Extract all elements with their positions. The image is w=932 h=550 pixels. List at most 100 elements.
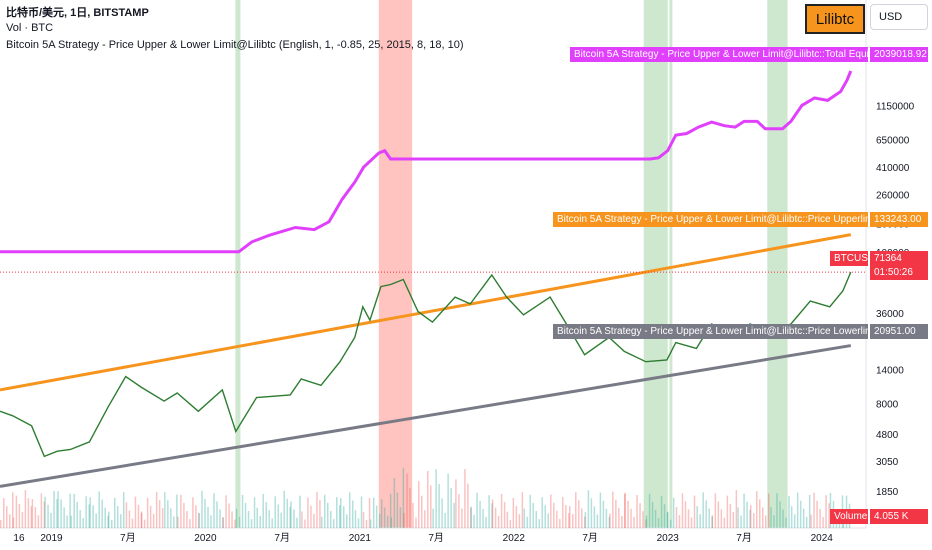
volume-bar <box>663 504 666 528</box>
volume-bar <box>231 511 233 528</box>
volume-bar <box>666 511 669 528</box>
volume-bar <box>351 500 354 528</box>
volume-bar <box>482 508 484 528</box>
volume-bar <box>66 515 68 528</box>
btc-price-line <box>0 271 852 458</box>
volume-bar <box>702 492 704 528</box>
x-tick-label: 2023 <box>657 533 680 544</box>
volume-bar <box>235 508 238 528</box>
volume-bar <box>782 509 784 528</box>
volume-bar <box>290 501 292 528</box>
volume-bar <box>155 492 158 528</box>
volume-bar <box>509 519 512 528</box>
volume-bar <box>696 506 698 528</box>
volume-bar <box>752 513 755 528</box>
volume-bar <box>415 517 417 528</box>
y-tick-label: 410000 <box>876 163 910 174</box>
volume-bar <box>369 519 372 528</box>
volume-bar <box>44 496 46 528</box>
volume-bar <box>541 497 543 528</box>
symbol-title[interactable]: 比特币/美元, 1日, BITSTAMP <box>6 7 149 19</box>
volume-bar <box>238 516 241 528</box>
equity-line <box>0 70 853 254</box>
volume-bar <box>383 507 386 528</box>
volume-bar <box>515 506 518 528</box>
volume-bar <box>526 516 528 528</box>
y-tick-label: 14000 <box>876 366 904 377</box>
volume-bar <box>770 507 772 528</box>
volume-series-label: Volume <box>830 509 868 524</box>
equity-series-label: Bitcoin 5A Strategy - Price Upper & Lowe… <box>570 47 877 62</box>
volume-bar <box>76 501 78 528</box>
volume-bar <box>140 512 143 528</box>
currency-button[interactable]: USD <box>870 4 928 30</box>
volume-bar <box>12 517 15 528</box>
y-tick-label: 1850 <box>876 487 899 498</box>
volume-bar <box>88 504 90 528</box>
volume-indicator-title[interactable]: Vol · BTC <box>6 22 54 34</box>
y-tick-label: 8000 <box>876 399 899 410</box>
volume-bar <box>70 515 72 528</box>
volume-bar <box>128 510 131 528</box>
volume-bar <box>27 498 30 528</box>
volume-bar <box>219 509 221 528</box>
x-tick-label: 2020 <box>194 533 217 544</box>
volume-bar <box>627 500 629 528</box>
volume-bar <box>587 490 590 528</box>
volume-bar <box>12 492 14 528</box>
volume-bar <box>241 494 244 528</box>
price-countdown-label: 01:50:26 <box>870 265 928 280</box>
y-tick-label: 4800 <box>876 430 899 441</box>
volume-bar <box>268 510 270 528</box>
volume-bar <box>654 509 657 528</box>
volume-bar <box>799 500 802 528</box>
volume-bar <box>186 510 188 528</box>
volume-bar <box>53 490 55 528</box>
volume-bar <box>403 513 405 528</box>
volume-bar <box>461 508 463 528</box>
volume-bar <box>556 510 558 528</box>
volume-bar <box>633 516 635 528</box>
volume-bar <box>605 508 608 528</box>
volume-bar <box>210 515 212 528</box>
volume-bar <box>390 517 393 528</box>
volume-bar <box>158 500 161 528</box>
shaded-zone-green-2 <box>643 0 668 528</box>
volume-bar <box>92 505 94 528</box>
volume-bar <box>790 506 793 528</box>
volume-bar <box>779 501 781 528</box>
volume-bar <box>277 504 279 528</box>
upper-limit-series-label: Bitcoin 5A Strategy - Price Upper & Lowe… <box>553 212 878 227</box>
strategy-title[interactable]: Bitcoin 5A Strategy - Price Upper & Lowe… <box>6 39 464 51</box>
volume-bar <box>34 507 37 528</box>
volume-bar <box>280 512 282 528</box>
lower-limit-line <box>0 344 852 488</box>
volume-bar <box>427 470 429 528</box>
volume-bar <box>599 492 602 528</box>
volume-bar <box>590 498 593 528</box>
volume-bar <box>816 500 818 528</box>
volume-bar <box>491 499 494 528</box>
volume-bar <box>761 507 764 528</box>
volume-bar <box>164 492 166 528</box>
volume-bar <box>170 508 172 528</box>
volume-bar <box>0 520 2 528</box>
volume-bar <box>85 496 87 528</box>
volume-bar <box>776 493 778 528</box>
upper-limit-value-label: 133243.00 <box>870 212 928 227</box>
volume-bar <box>430 485 432 528</box>
volume-bar <box>642 511 644 528</box>
lower-limit-value-label: 20951.00 <box>870 324 928 339</box>
volume-bar <box>244 502 247 528</box>
volume-bar <box>24 490 27 528</box>
lower-limit-series-label: Bitcoin 5A Strategy - Price Upper & Lowe… <box>553 324 878 339</box>
x-tick-label: 2022 <box>503 533 526 544</box>
volume-bar <box>6 506 8 528</box>
volume-bar <box>107 511 110 528</box>
volume-bar <box>828 503 830 528</box>
volume-bar <box>79 510 81 528</box>
y-tick-label: 3050 <box>876 457 899 468</box>
volume-bar <box>389 493 392 528</box>
volume-bar <box>578 500 580 528</box>
